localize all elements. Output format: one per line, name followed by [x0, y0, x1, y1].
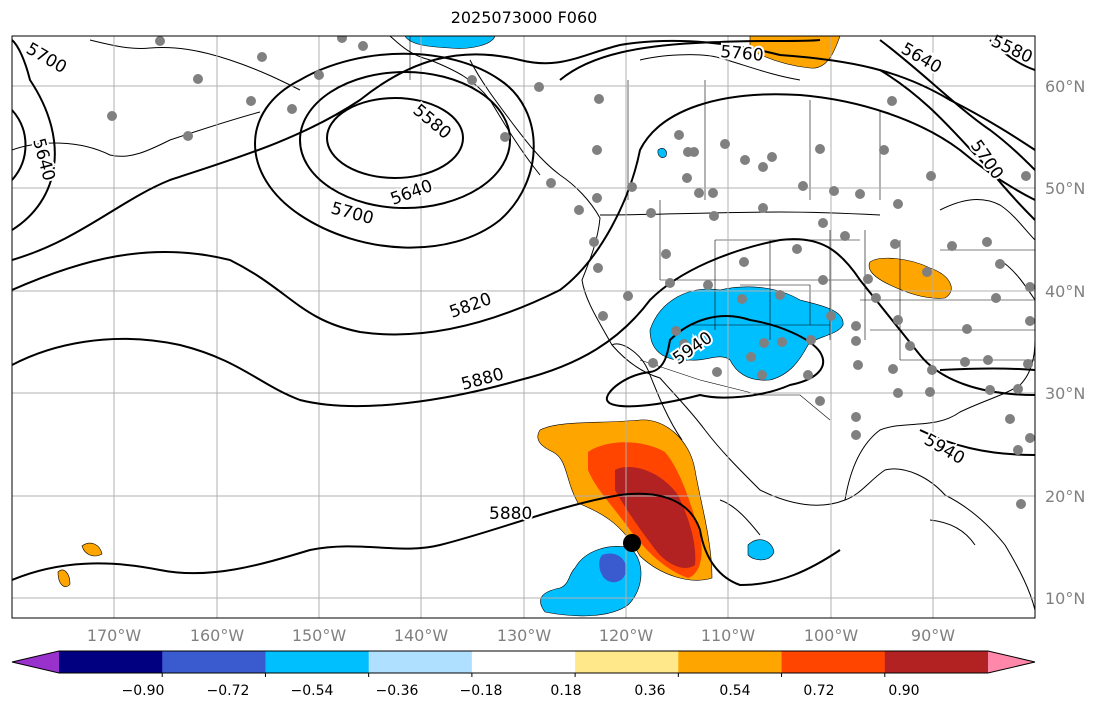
- colorbar-extend-low: [12, 651, 59, 673]
- anomaly-region-royalblue-pacific: [599, 553, 627, 583]
- anomaly-region-blue-small: [747, 539, 775, 561]
- lat-label: 30°N: [1045, 384, 1086, 403]
- contour-5640-west: [12, 109, 27, 181]
- lon-label: 110°W: [700, 626, 756, 645]
- lon-label: 120°W: [598, 626, 654, 645]
- colorbar-segment: [781, 651, 886, 673]
- colorbar: [11, 650, 1036, 677]
- height-contours: [12, 39, 1035, 587]
- anomaly-region-orange-southwest: [57, 569, 71, 587]
- colorbar-extend-high: [988, 651, 1035, 673]
- anomaly-region-orange-north: [749, 36, 841, 69]
- lon-label: 150°W: [291, 626, 347, 645]
- contour-5640-east: [879, 39, 1035, 171]
- colorbar-tick-label: −0.72: [206, 683, 250, 699]
- contour-5940-east: [939, 367, 1035, 371]
- contour-5700-east: [879, 69, 1035, 221]
- lon-label: 90°W: [910, 626, 956, 645]
- lon-label: 170°W: [86, 626, 142, 645]
- colorbar-segment: [575, 651, 679, 673]
- lat-label: 10°N: [1045, 589, 1086, 608]
- contour-5580-east: [989, 39, 1035, 71]
- colorbar-tick-label: 0.36: [634, 683, 666, 699]
- lon-label: 130°W: [496, 626, 552, 645]
- station-markers: [107, 36, 1035, 509]
- lon-label: 100°W: [803, 626, 859, 645]
- contour-5760: [12, 39, 1035, 261]
- colorbar-tick-label: 0.18: [550, 683, 582, 699]
- lat-label: 20°N: [1045, 487, 1086, 506]
- colorbar-tick-label: 0.72: [803, 683, 835, 699]
- colorbar-tick-label: −0.90: [121, 683, 165, 699]
- contour-label: 5880: [489, 504, 532, 524]
- anomaly-region-blue-north: [404, 36, 496, 49]
- colorbar-segment: [368, 651, 473, 673]
- colorbar-segment: [162, 651, 266, 673]
- anomaly-region-orange-hawaii: [81, 542, 103, 557]
- contour-5880-north: [12, 238, 1035, 408]
- lon-label: 160°W: [189, 626, 245, 645]
- contour-5880-south: [12, 492, 841, 587]
- colorbar-tick-label: −0.18: [459, 683, 503, 699]
- lat-label: 40°N: [1045, 282, 1086, 301]
- colorbar-segment: [678, 651, 783, 673]
- colorbar-tick-label: −0.36: [375, 683, 419, 699]
- plot-frame: [11, 35, 1036, 619]
- contour-5820: [12, 93, 1035, 336]
- anomaly-region-orange-midwest: [868, 257, 952, 299]
- lon-label: 140°W: [393, 626, 449, 645]
- contour-5580-low: [326, 97, 464, 179]
- colorbar-tick-label: 0.90: [888, 683, 920, 699]
- coastlines: [12, 36, 1035, 611]
- lat-label: 50°N: [1045, 179, 1086, 198]
- contour-5760-upper: [559, 39, 821, 81]
- storm-position-marker: [623, 534, 641, 552]
- contour-5940-southwest: [605, 315, 825, 408]
- colorbar-outline: [11, 650, 1036, 674]
- political-borders: [409, 36, 1035, 421]
- lat-label: 60°N: [1045, 77, 1086, 96]
- map-title: 2025073000 F060: [450, 8, 598, 27]
- colorbar-segment: [265, 651, 370, 673]
- colorbar-segment: [884, 651, 989, 673]
- contour-5700-low: [254, 52, 535, 249]
- colorbar-segment: [59, 651, 163, 673]
- anomaly-region-darkred-pacific: [615, 467, 696, 568]
- anomaly-fills: [57, 36, 952, 617]
- colorbar-segment: [471, 651, 576, 673]
- colorbar-tick-label: −0.54: [290, 683, 334, 699]
- contour-label: 5760: [720, 42, 765, 66]
- anomaly-region-blue-canada: [657, 148, 667, 158]
- contour-5700-west: [12, 39, 56, 231]
- colorbar-tick-label: 0.54: [719, 683, 751, 699]
